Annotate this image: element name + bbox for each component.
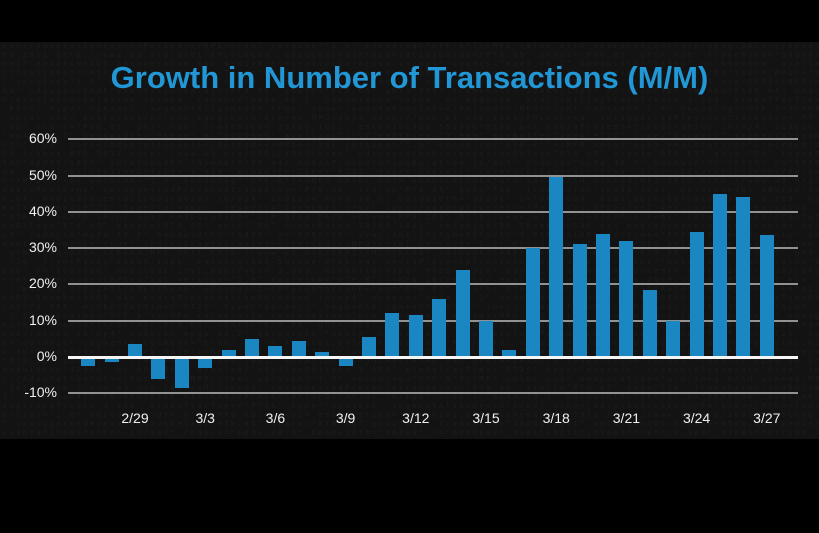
bar-3-5 [245, 338, 259, 357]
bar-3-23 [666, 320, 681, 357]
bar-2-28 [104, 357, 119, 363]
bar-3-17 [525, 248, 540, 357]
bar-3-9 [338, 357, 353, 367]
bar-3-10 [362, 337, 376, 357]
gridline [68, 283, 798, 286]
gridline [68, 210, 798, 213]
x-axis-tick-label: 3/24 [682, 410, 711, 426]
bar-3-12 [408, 315, 423, 357]
bar-3-15 [479, 320, 493, 357]
bar-3-18 [549, 177, 564, 357]
x-axis-tick-label: 3/21 [612, 410, 641, 426]
bar-3-20 [596, 233, 610, 357]
bar-3-6 [268, 346, 283, 357]
bar-3-2 [174, 357, 189, 388]
slide-background: ion></AdaptationSet></Period></MPD><?xml… [0, 42, 819, 439]
y-axis-tick-label: 20% [28, 275, 57, 292]
bar-3-3 [198, 357, 213, 368]
bar-3-27 [759, 235, 774, 357]
y-axis-tick-label: 50% [28, 166, 57, 183]
bar-3-21 [619, 240, 634, 357]
gridline [68, 138, 798, 141]
bar-3-4 [221, 349, 236, 357]
bar-3-24 [689, 231, 704, 357]
y-axis-tick-label: 30% [28, 239, 57, 256]
bar-3-8 [315, 351, 330, 357]
y-axis-tick-label: 40% [28, 202, 57, 219]
x-axis-tick-label: 3/6 [265, 410, 286, 426]
zero-axis-line [68, 355, 798, 359]
y-axis-tick-label: 0% [36, 348, 57, 364]
x-axis-tick-label: 3/9 [335, 410, 356, 426]
x-axis-tick-label: 3/12 [402, 410, 430, 426]
bar-3-16 [502, 349, 517, 357]
bar-3-11 [385, 313, 400, 357]
bar-2-29 [128, 344, 142, 357]
y-axis-tick-label: -10% [24, 384, 57, 401]
gridline [68, 247, 798, 250]
gridline [68, 392, 798, 395]
bar-3-26 [736, 197, 751, 357]
gridline [68, 174, 798, 177]
bar-3-1 [151, 357, 166, 379]
bar-3-25 [713, 193, 727, 357]
bar-3-7 [291, 340, 306, 357]
bar-3-22 [642, 289, 657, 357]
y-axis-tick-label: 10% [28, 311, 57, 328]
x-axis-tick-label: 2/29 [121, 410, 149, 426]
bar-2-27 [81, 357, 96, 367]
x-axis-tick-label: 3/27 [753, 410, 781, 426]
y-axis-tick-label: 60% [28, 130, 57, 147]
x-axis-tick-label: 3/18 [542, 410, 570, 426]
chart-title: Growth in Number of Transactions (M/M) [110, 60, 709, 95]
bar-3-14 [455, 269, 470, 357]
x-axis-tick-label: 3/3 [195, 410, 215, 426]
x-axis-tick-label: 3/15 [472, 410, 500, 426]
bar-3-19 [572, 244, 587, 357]
bar-3-13 [432, 298, 447, 357]
bar-chart: 60% 50% 40% 30% 20% 10% 0% -10% 2/29 3/3 3/6 3/9 3/1… [0, 42, 819, 439]
